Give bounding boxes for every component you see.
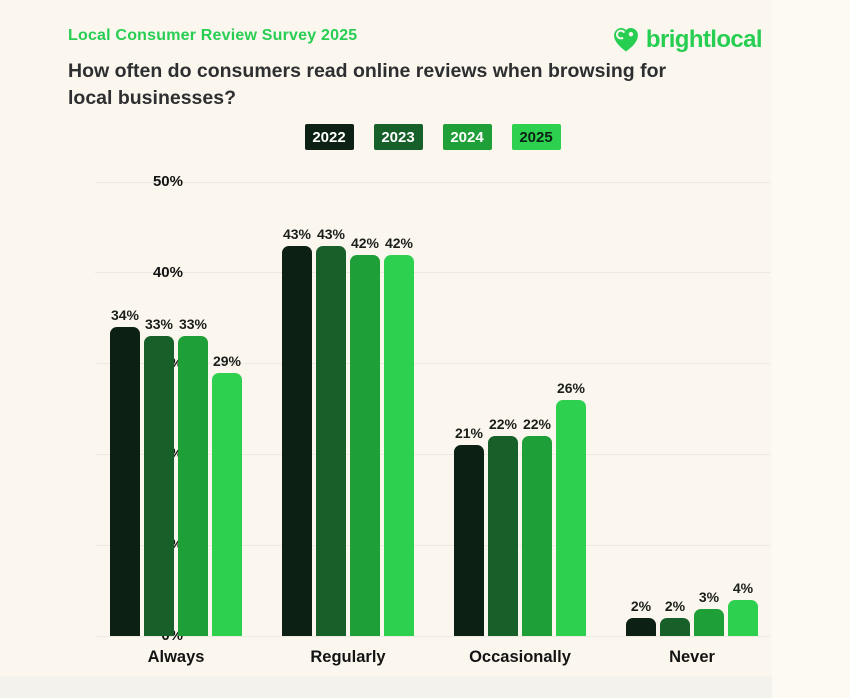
gridline-50% bbox=[95, 181, 770, 183]
bar-never-2022 bbox=[626, 617, 656, 636]
bar-wrap-regularly-2024: 42% bbox=[350, 235, 380, 636]
bar-wrap-occasionally-2022: 21% bbox=[454, 425, 484, 636]
bar-value-label: 42% bbox=[384, 234, 414, 251]
bar-regularly-2024 bbox=[350, 254, 380, 636]
bar-occasionally-2024 bbox=[522, 436, 552, 636]
bar-always-2024 bbox=[178, 336, 208, 636]
survey-title: Local Consumer Review Survey 2025 bbox=[68, 27, 358, 44]
bar-wrap-always-2024: 33% bbox=[178, 316, 208, 636]
bar-group-regularly: 43% 43% 42% 42% bbox=[282, 182, 414, 636]
bar-value-label: 43% bbox=[282, 225, 312, 242]
bar-group-always: 34% 33% 33% 29% bbox=[110, 182, 242, 636]
bar-value-label: 22% bbox=[488, 416, 518, 433]
bar-value-label: 2% bbox=[630, 597, 652, 614]
bar-never-2025 bbox=[728, 599, 758, 636]
brightlocal-logo: brightlocal bbox=[611, 24, 763, 56]
bar-group-never: 2% 2% 3% 4% bbox=[626, 182, 758, 636]
chart-question-line1: How often do consumers read online revie… bbox=[68, 60, 667, 82]
x-axis-label-never: Never bbox=[669, 648, 715, 666]
bar-regularly-2025 bbox=[384, 254, 414, 636]
legend-item-2025: 2025 bbox=[511, 124, 561, 150]
bar-group-occasionally: 21% 22% 22% 26% bbox=[454, 182, 586, 636]
bar-never-2023 bbox=[660, 617, 690, 636]
bar-wrap-never-2022: 2% bbox=[626, 598, 656, 636]
bar-value-label: 33% bbox=[144, 316, 174, 333]
bar-chart: 0%10%20%30%40%50%34%33%33%29%Always43%43… bbox=[95, 173, 770, 666]
bar-value-label: 22% bbox=[522, 416, 552, 433]
bar-always-2025 bbox=[212, 372, 242, 636]
bar-wrap-occasionally-2025: 26% bbox=[556, 380, 586, 636]
bar-occasionally-2022 bbox=[454, 445, 484, 636]
page-bottom-margin bbox=[0, 676, 772, 698]
bar-always-2022 bbox=[110, 327, 140, 636]
bar-always-2023 bbox=[144, 336, 174, 636]
bar-value-label: 33% bbox=[178, 316, 208, 333]
gridline-30% bbox=[95, 363, 770, 365]
bar-value-label: 42% bbox=[350, 234, 380, 251]
bar-wrap-never-2023: 2% bbox=[660, 598, 690, 636]
bar-wrap-always-2022: 34% bbox=[110, 307, 140, 636]
bar-wrap-regularly-2025: 42% bbox=[384, 235, 414, 636]
y-axis-tick-40%: 40% bbox=[152, 263, 183, 281]
gridline-40% bbox=[95, 272, 770, 274]
chart-question-line2: local businesses? bbox=[68, 87, 236, 109]
bar-wrap-always-2025: 29% bbox=[212, 353, 242, 636]
page-right-margin bbox=[772, 0, 850, 698]
bar-value-label: 29% bbox=[212, 352, 242, 369]
bar-wrap-always-2023: 33% bbox=[144, 316, 174, 636]
bar-wrap-never-2024: 3% bbox=[694, 589, 724, 636]
bar-regularly-2023 bbox=[316, 245, 346, 636]
bar-value-label: 21% bbox=[454, 425, 484, 442]
y-axis-tick-50%: 50% bbox=[152, 173, 183, 190]
legend-item-2022: 2022 bbox=[304, 124, 354, 150]
bar-value-label: 2% bbox=[664, 597, 686, 614]
bar-regularly-2022 bbox=[282, 245, 312, 636]
brightlocal-logo-text: brightlocal bbox=[645, 26, 763, 53]
bar-occasionally-2023 bbox=[488, 436, 518, 636]
gridline-20% bbox=[95, 453, 770, 455]
pin-heart-icon bbox=[614, 28, 638, 52]
legend-item-2023: 2023 bbox=[373, 124, 423, 150]
bar-occasionally-2025 bbox=[556, 399, 586, 636]
x-axis-label-always: Always bbox=[147, 648, 205, 666]
bar-value-label: 3% bbox=[698, 588, 720, 605]
bar-value-label: 34% bbox=[110, 307, 140, 324]
legend: 2022 2023 2024 2025 bbox=[95, 124, 770, 150]
gridline-10% bbox=[95, 544, 770, 546]
bar-wrap-regularly-2023: 43% bbox=[316, 226, 346, 636]
bar-wrap-never-2025: 4% bbox=[728, 580, 758, 636]
chart-question: How often do consumers read online revie… bbox=[68, 58, 728, 112]
bar-never-2024 bbox=[694, 608, 724, 636]
bar-value-label: 4% bbox=[732, 579, 754, 596]
bar-wrap-occasionally-2023: 22% bbox=[488, 416, 518, 636]
gridline-0% bbox=[95, 635, 770, 637]
x-axis-label-occasionally: Occasionally bbox=[469, 648, 571, 666]
bar-value-label: 43% bbox=[316, 225, 346, 242]
bar-wrap-occasionally-2024: 22% bbox=[522, 416, 552, 636]
bar-value-label: 26% bbox=[556, 379, 586, 396]
bar-wrap-regularly-2022: 43% bbox=[282, 226, 312, 636]
x-axis-label-regularly: Regularly bbox=[310, 648, 386, 666]
legend-item-2024: 2024 bbox=[442, 124, 492, 150]
